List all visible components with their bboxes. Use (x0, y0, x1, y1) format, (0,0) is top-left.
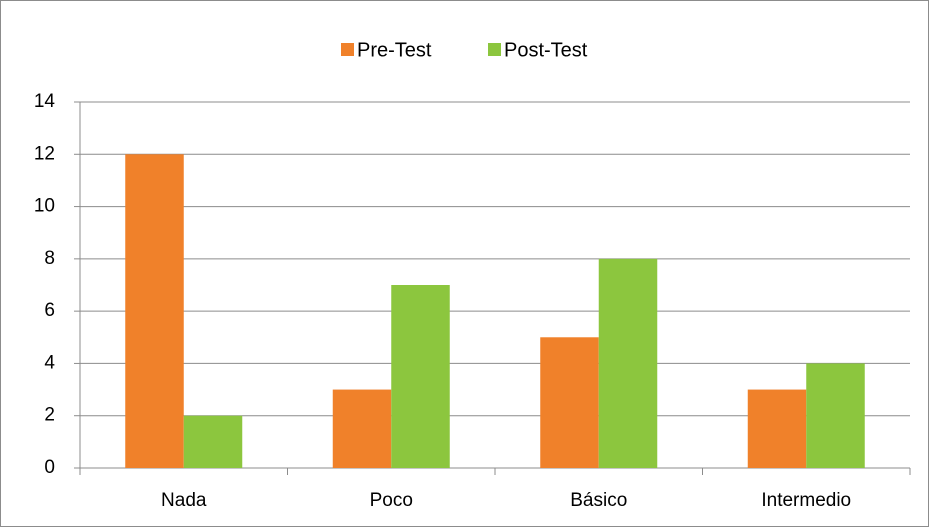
y-tick-label: 4 (44, 352, 55, 373)
bar (747, 389, 807, 468)
legend-label: Pre-Test (357, 39, 432, 61)
y-tick-label: 14 (34, 91, 56, 112)
y-tick-label: 10 (34, 196, 55, 217)
bar (125, 154, 184, 469)
y-tick-label: 8 (44, 248, 55, 269)
legend-swatch (488, 43, 501, 56)
x-tick-label: Poco (370, 490, 413, 511)
y-tick-label: 2 (44, 405, 55, 426)
x-tick-label: Nada (161, 490, 207, 511)
bar (183, 415, 243, 468)
y-tick-label: 12 (34, 143, 55, 164)
legend-swatch (341, 43, 354, 56)
bar (332, 389, 392, 468)
y-tick-label: 0 (44, 457, 55, 478)
bar (806, 363, 865, 468)
x-tick-label: Intermedio (761, 490, 851, 511)
bar (598, 258, 658, 468)
bar (391, 285, 450, 468)
y-tick-label: 6 (44, 300, 55, 321)
bar (540, 337, 599, 468)
x-tick-label: Básico (570, 490, 627, 511)
legend-label: Post-Test (504, 39, 588, 61)
